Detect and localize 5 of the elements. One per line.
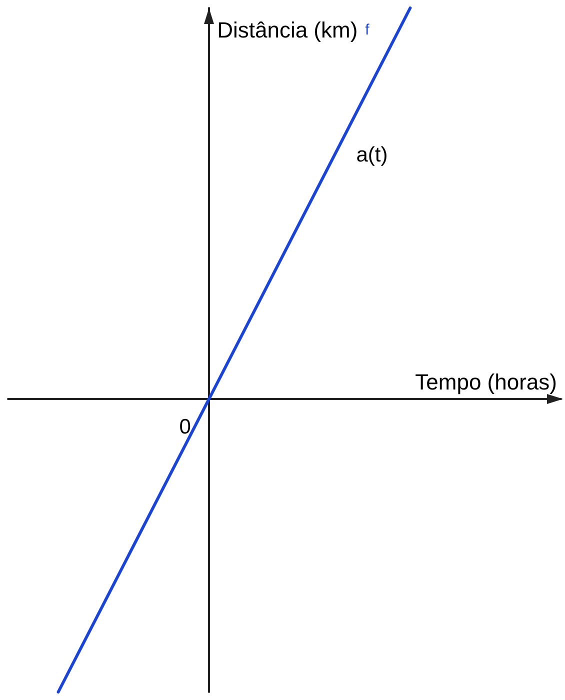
y-axis-title: Distância (km): [217, 18, 358, 42]
x-axis-title: Tempo (horas): [415, 369, 557, 394]
series-label: f: [365, 22, 370, 38]
annotation: a(t): [356, 144, 388, 166]
annotation: 0: [179, 415, 191, 438]
